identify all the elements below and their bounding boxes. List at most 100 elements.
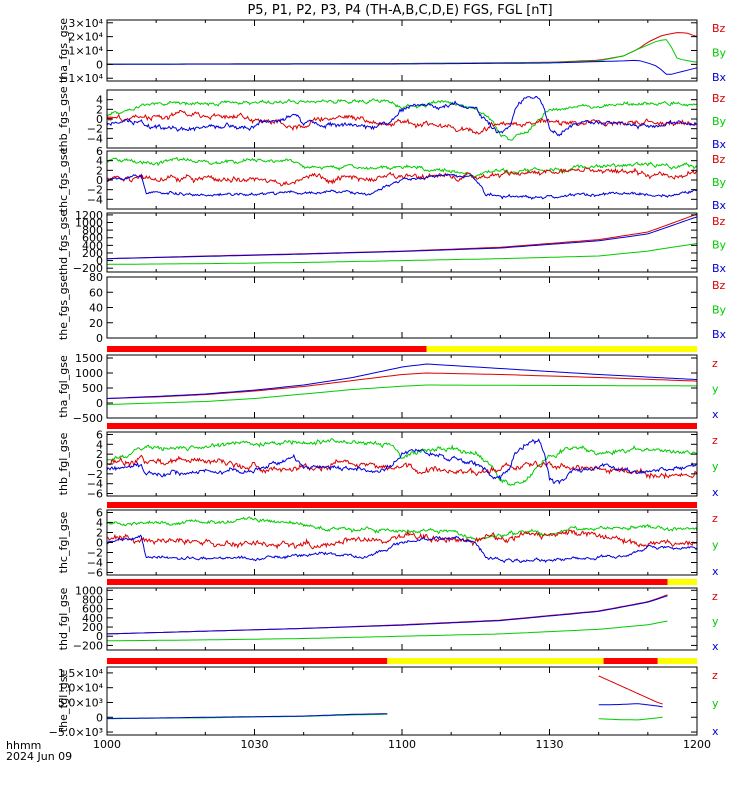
series-line-x [107,534,697,564]
series-group [107,438,697,486]
y-axis-label: thc_fgs_gse [57,148,70,213]
y-tick-label: 600 [82,232,103,245]
y-tick-label: 0 [96,113,103,126]
y-axis-label: thb_fgs_gse [57,86,70,152]
y-tick-label: 2 [96,527,103,540]
y-tick-label: 4 [96,517,103,530]
series-line-z [107,372,697,399]
legend-entry-y: y [712,697,719,710]
y-tick-label: 0 [96,630,103,643]
series-group [107,156,697,201]
legend-entry-y: y [712,460,719,473]
y-axis-label: thd_fgl_gse [57,587,70,650]
series-line-y [107,384,697,405]
series-line-z [107,32,697,65]
y-tick-label: 0 [96,58,103,71]
y-tick-label: 40 [89,302,103,315]
legend-entry-x: Bx [712,262,727,275]
series-line-y [107,438,697,486]
y-tick-label: 80 [89,271,103,284]
legend-entry-y: y [712,539,719,552]
legend-entry-x: x [712,408,719,421]
y-axis-label: the_fgl_gse [57,670,70,733]
y-tick-label: 0 [96,537,103,550]
y-tick-label: 0 [96,332,103,345]
y-tick-label: 200 [82,621,103,634]
y-axis-label: tha_fgl_gse [57,355,70,418]
y-tick-label: 800 [82,593,103,606]
state-bar-segment [657,658,697,664]
legend-entry-x: x [712,725,719,738]
y-tick-label: 0 [96,397,103,410]
legend-entry-z: z [712,357,718,370]
legend-entry-z: z [712,434,718,447]
legend-entry-y: By [712,47,727,60]
y-tick-label: 3×10⁴ [68,17,103,30]
panel-frame [106,666,698,736]
series-line-z [107,529,697,550]
y-tick-label: 1.0×10⁴ [58,682,104,695]
x-tick-label: 1200 [683,738,711,751]
x-axis-date-label: 2024 Jun 09 [6,750,72,763]
y-tick-label: 600 [82,603,103,616]
series-line-z [598,675,663,705]
legend-entry-z: z [712,669,718,682]
series-line-y [107,620,668,642]
y-tick-label: −2 [87,123,103,136]
y-tick-label: −2 [87,184,103,197]
y-tick-label: 0 [96,711,103,724]
series-line-z [107,213,697,260]
series-line-x [107,713,388,719]
y-tick-label: 1200 [75,209,103,222]
y-tick-label: −5.0×10³ [49,726,103,739]
y-axis-label: tha_fgs_gse [57,18,70,83]
y-tick-label: −200 [73,639,103,652]
y-tick-label: 2 [96,103,103,116]
series-line-z [107,110,697,135]
state-bar-segment [387,658,604,664]
y-tick-label: 1×10⁴ [68,45,103,58]
series-group [107,363,697,405]
y-tick-label: 800 [82,224,103,237]
series-line-z [107,167,697,187]
series-line-y [107,98,697,141]
panel-thb_fgs_gse: 420−2−4 thb_fgs_gse Bz By Bx [57,86,727,152]
series-group [107,675,663,721]
series-line-x [107,96,697,137]
y-axis-label: thc_fgl_gse [57,511,70,573]
y-tick-label: −2 [87,468,103,481]
y-tick-label: −4 [87,478,103,491]
y-tick-label: 0 [96,458,103,471]
state-bar-segment [107,423,697,429]
x-tick-label: 1000 [93,738,121,751]
plot-title: P5, P1, P2, P3, P4 (TH-A,B,C,D,E) FGS, F… [247,3,552,18]
y-tick-label: 1000 [75,217,103,230]
state-bar-segment [107,502,697,508]
legend-entry-x: x [712,640,719,653]
legend-entry-x: Bx [712,199,727,212]
legend-entry-z: Bz [712,92,726,105]
series-line-x [107,216,697,260]
y-tick-label: 1000 [75,367,103,380]
x-tick-label: 1100 [388,738,416,751]
y-tick-label: 2 [96,448,103,461]
y-tick-label: 400 [82,612,103,625]
x-axis-hhmm-label: hhmm [6,739,41,752]
legend-entry-x: Bx [712,328,727,341]
series-line-y [107,243,697,265]
panel-frame [106,89,698,149]
y-tick-label: −200 [73,262,103,275]
y-tick-label: 60 [89,286,103,299]
y-tick-label: −1×10⁴ [59,72,103,85]
series-line-y [107,516,697,541]
y-tick-label: 4 [96,155,103,168]
y-tick-label: −2 [87,547,103,560]
y-tick-label: −4 [87,132,103,145]
series-line-x [107,59,697,75]
legend-entry-y: By [712,304,727,317]
y-tick-label: 1500 [75,352,103,365]
series-group [107,32,697,75]
